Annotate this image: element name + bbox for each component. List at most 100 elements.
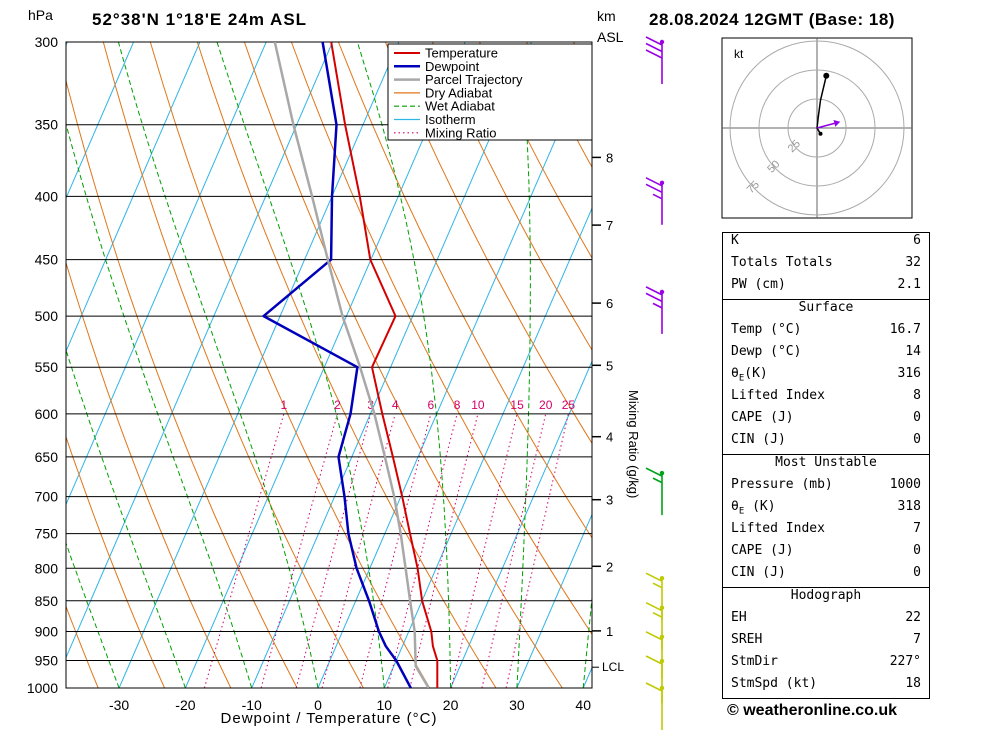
mixing-ratio-line <box>260 413 338 688</box>
stats-row-value: 8 <box>913 388 921 403</box>
stats-section: Most Unstable Pressure (mb) 1000 θE (K) 318 L… <box>722 454 930 588</box>
mixing-ratio-axis-label: Mixing Ratio (g/kg) <box>626 390 641 499</box>
stats-row: StmSpd (kt) 18 <box>723 676 929 698</box>
hodograph-ring <box>758 69 876 187</box>
isotherm-line <box>516 513 592 688</box>
dry-adiabat-line <box>66 605 99 688</box>
isotherm-line <box>66 42 267 506</box>
height-axis-unit-asl: ASL <box>597 29 624 45</box>
wet-adiabat-line <box>356 42 452 688</box>
temp-tick-label: 0 <box>314 697 322 713</box>
hodograph-trace-endpoint <box>823 72 830 79</box>
stats-row-label: Totals Totals <box>731 255 833 270</box>
km-tick-label: 2 <box>606 559 613 574</box>
stats-row: Totals Totals 32 <box>723 255 929 277</box>
stats-row: CAPE (J) 0 <box>723 543 929 565</box>
pressure-tick-label: 350 <box>35 117 59 133</box>
isotherm-line <box>66 42 135 200</box>
stats-row-label: PW (cm) <box>731 277 786 292</box>
legend-item-label: Temperature <box>425 46 498 61</box>
wind-barb <box>645 682 665 730</box>
temperature-axis-title: Dewpoint / Temperature (°C) <box>220 710 438 727</box>
stats-row-value: 1000 <box>889 477 921 492</box>
pressure-tick-label: 800 <box>35 560 59 576</box>
temp-tick-label: 20 <box>443 697 459 713</box>
stats-row-label: SREH <box>731 632 763 647</box>
dewpoint-curve <box>262 42 412 688</box>
wind-barb <box>645 177 665 225</box>
stats-row-value: 0 <box>913 410 921 425</box>
stats-row-value: 2.1 <box>897 277 921 292</box>
storm-motion-arrowhead <box>833 120 841 127</box>
pressure-tick-label: 550 <box>35 359 59 375</box>
stats-row-label: Lifted Index <box>731 521 825 536</box>
stats-row-label: Pressure (mb) <box>731 477 833 492</box>
km-tick-label: 6 <box>606 296 613 311</box>
legend-item-label: Parcel Trajectory <box>425 72 523 87</box>
legend-item-label: Dry Adiabat <box>425 85 493 100</box>
stats-row-label: θE(K) <box>731 366 768 384</box>
stats-row-value: 7 <box>913 632 921 647</box>
stats-row-label: CAPE (J) <box>731 410 794 425</box>
wind-barb <box>645 286 665 334</box>
stats-section: K 6 Totals Totals 32 PW (cm) 2.1 <box>722 232 930 300</box>
stats-row: Lifted Index 7 <box>723 521 929 543</box>
stats-row-value: 14 <box>905 344 921 359</box>
mixing-ratio-label: 10 <box>471 398 485 412</box>
hodograph-ring <box>729 40 905 216</box>
isotherm-line <box>251 42 532 688</box>
stats-row-label: Lifted Index <box>731 388 825 403</box>
isotherm-line <box>383 207 592 688</box>
sounding-curves <box>262 42 439 688</box>
stats-panel: K 6 Totals Totals 32 PW (cm) 2.1 Surface Temp (… <box>722 232 930 699</box>
stats-row-value: 18 <box>905 676 921 691</box>
stats-row-label: CIN (J) <box>731 432 786 447</box>
km-tick-label: 7 <box>606 218 613 233</box>
mixing-ratio-line <box>505 413 569 688</box>
stats-row-value: 318 <box>897 499 921 514</box>
legend-box <box>387 43 593 141</box>
stats-row: CIN (J) 0 <box>723 432 929 454</box>
hodograph-trace <box>816 75 828 135</box>
stats-section: Hodograph EH 22 SREH 7 StmDir 227° StmSpd (kt) 1… <box>722 587 930 699</box>
pressure-tick-label: 600 <box>35 406 59 422</box>
isotherm-line <box>66 42 333 659</box>
height-axis-unit-label: km ASL <box>597 6 623 48</box>
mixing-ratio-line <box>450 413 518 688</box>
temp-tick-label: 10 <box>377 697 393 713</box>
wind-barb <box>645 467 665 516</box>
mixing-ratio-label: 15 <box>510 398 524 412</box>
pressure-tick-label: 450 <box>35 252 59 268</box>
stats-row: SREH 7 <box>723 632 929 654</box>
stats-row: Temp (°C) 16.7 <box>723 322 929 344</box>
dry-adiabat-line <box>431 42 592 351</box>
pressure-axis-unit-label: hPa <box>28 7 53 23</box>
pressure-tick-label: 300 <box>35 34 59 50</box>
parcel-trajectory-curve <box>273 42 430 688</box>
stats-row-value: 32 <box>905 255 921 270</box>
km-tick-label: 5 <box>606 358 613 373</box>
stats-row-value: 16.7 <box>889 322 921 337</box>
stats-row: CIN (J) 0 <box>723 565 929 587</box>
wet-adiabat-line <box>516 42 531 688</box>
stats-row: θE(K) 316 <box>723 366 929 388</box>
stats-row-value: 0 <box>913 543 921 558</box>
copyright: © weatheronline.co.uk <box>727 702 898 719</box>
hodograph-ring <box>787 98 847 158</box>
km-tick-label: 1 <box>606 624 613 639</box>
pressure-tick-label: 500 <box>35 308 59 324</box>
isotherm-line <box>184 42 466 688</box>
stats-section-title: Surface <box>798 300 854 315</box>
stats-row: CAPE (J) 0 <box>723 410 929 432</box>
legend-item-label: Wet Adiabat <box>425 99 495 114</box>
stats-row-value: 316 <box>897 366 921 381</box>
mixing-ratio-label: 20 <box>539 398 553 412</box>
legend-item-label: Isotherm <box>425 112 476 127</box>
hodograph-unit-label: kt <box>734 47 744 61</box>
stats-section: Surface Temp (°C) 16.7 Dewp (°C) 14 θE(K) 316 L… <box>722 299 930 455</box>
dry-adiabat-line <box>384 42 592 445</box>
wind-barb <box>645 36 665 84</box>
